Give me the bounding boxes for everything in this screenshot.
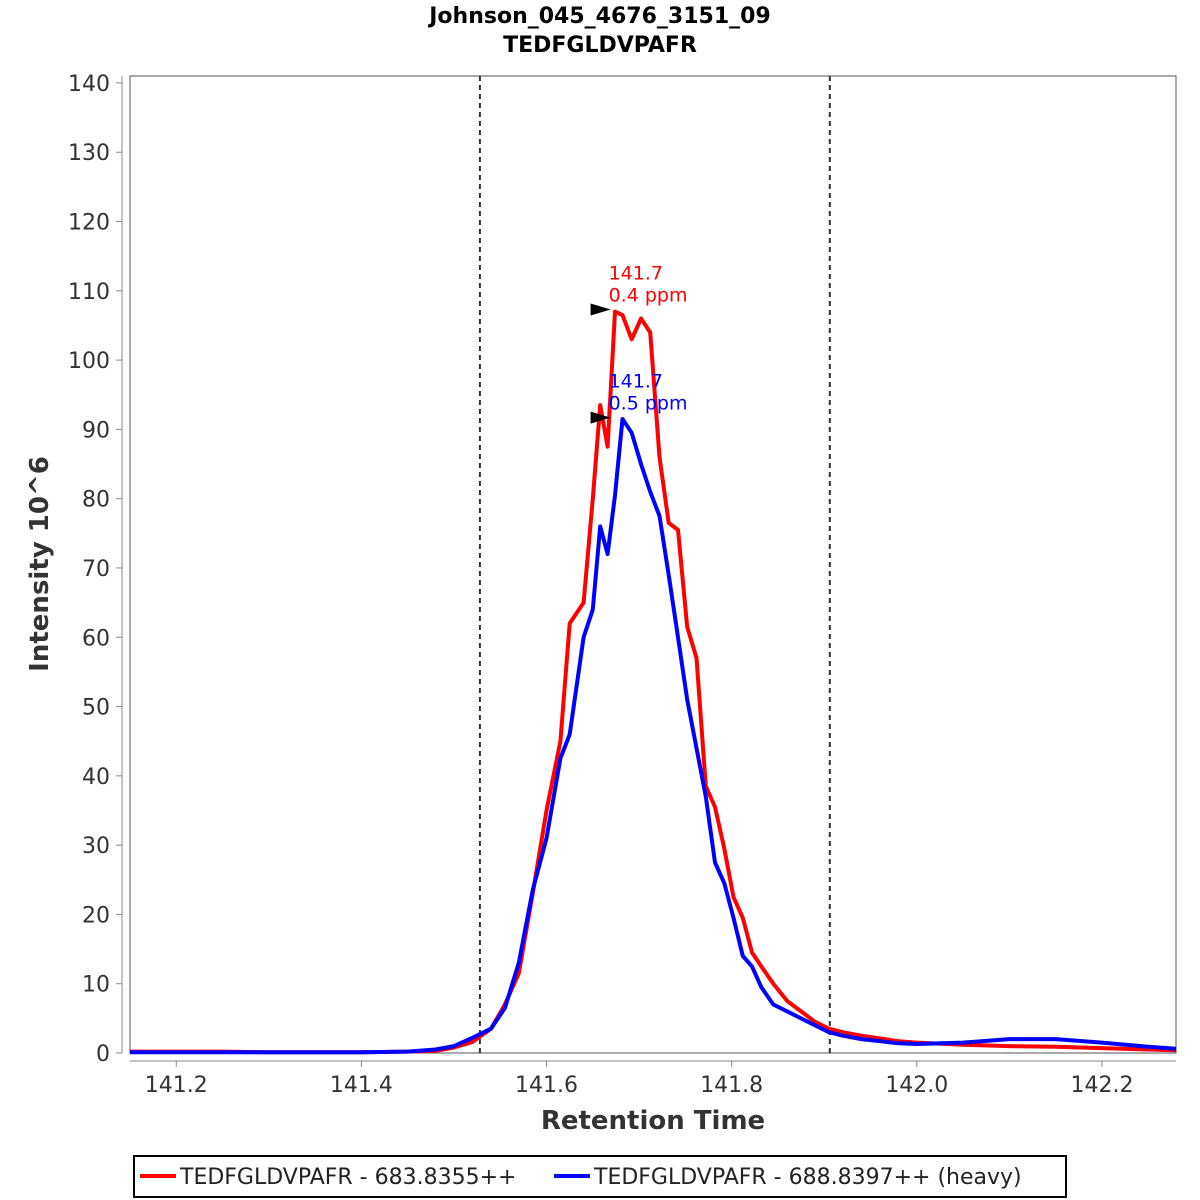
peak-apex-arrow <box>590 411 611 424</box>
x-tick-label: 141.2 <box>145 1073 208 1098</box>
x-axis-ticks: 141.2 141.4 141.6 141.8 142.0 142.2 <box>145 1061 1133 1098</box>
x-axis-label: Retention Time <box>541 1106 765 1136</box>
plot-area <box>129 75 1177 1054</box>
y-axis-ticks: 0 10 20 30 40 50 60 70 80 90 100 110 120 130 140 <box>68 72 122 1067</box>
series-line-0 <box>130 309 1177 1055</box>
peak-apex-arrow <box>590 303 611 316</box>
y-tick-label: 70 <box>82 557 110 582</box>
y-tick-label: 60 <box>82 626 110 651</box>
peak-annotation-label: 0.4 ppm <box>609 285 688 307</box>
peak-boundaries <box>478 76 831 1053</box>
peak-annotation-label: 141.7 <box>609 263 663 285</box>
chart-title: Johnson_045_4676_3151_09 <box>427 4 771 29</box>
peak-annotation-label: 0.5 ppm <box>609 393 688 415</box>
y-tick-label: 140 <box>68 72 110 97</box>
y-tick-label: 10 <box>82 973 110 998</box>
y-tick-label: 20 <box>82 903 110 928</box>
y-axis-label: Intensity 10^6 <box>25 456 55 672</box>
y-tick-label: 50 <box>82 696 110 721</box>
legend: TEDFGLDVPAFR - 683.8355++ TEDFGLDVPAFR -… <box>133 1155 1067 1198</box>
y-tick-label: 40 <box>82 765 110 790</box>
legend-entry-heavy: TEDFGLDVPAFR - 688.8397++ (heavy) <box>593 1165 1022 1190</box>
y-tick-label: 110 <box>68 280 110 305</box>
chart-subtitle: TEDFGLDVPAFR <box>503 33 697 58</box>
series-lines <box>130 309 1177 1055</box>
y-tick-label: 0 <box>96 1042 110 1067</box>
y-tick-label: 90 <box>82 418 110 443</box>
y-tick-label: 100 <box>68 349 110 374</box>
y-tick-label: 30 <box>82 834 110 859</box>
x-tick-label: 141.8 <box>700 1073 763 1098</box>
x-tick-label: 141.4 <box>330 1073 393 1098</box>
x-tick-label: 141.6 <box>515 1073 578 1098</box>
peak-annotation-label: 141.7 <box>609 371 663 393</box>
y-tick-label: 80 <box>82 488 110 513</box>
legend-box <box>133 1155 1067 1198</box>
y-tick-label: 120 <box>68 211 110 236</box>
y-tick-label: 130 <box>68 141 110 166</box>
legend-entry-light: TEDFGLDVPAFR - 683.8355++ <box>179 1165 516 1190</box>
x-tick-label: 142.0 <box>885 1073 948 1098</box>
series-line-1 <box>130 417 1177 1055</box>
x-tick-label: 142.2 <box>1070 1073 1133 1098</box>
